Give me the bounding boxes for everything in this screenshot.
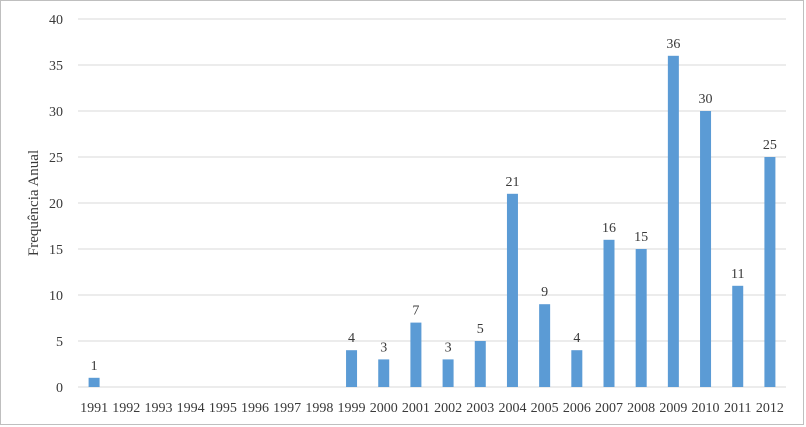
x-tick-label: 1994 [177, 401, 205, 416]
x-tick-label: 2002 [434, 401, 462, 416]
y-tick-label: 30 [49, 105, 63, 120]
x-tick-label: 2005 [531, 401, 559, 416]
data-label-2008: 15 [634, 230, 648, 245]
x-tick-label: 1996 [241, 401, 269, 416]
bar-2010 [700, 111, 712, 387]
bar-2006 [571, 350, 583, 387]
x-tick-label: 2000 [370, 401, 398, 416]
data-label-2004: 21 [505, 175, 519, 190]
x-tick-label: 1997 [273, 401, 301, 416]
data-label-2007: 16 [602, 221, 616, 236]
data-label-2005: 9 [541, 285, 548, 300]
gridlines [78, 18, 786, 388]
x-tick-label: 2008 [627, 401, 655, 416]
y-tick-label: 25 [49, 151, 63, 166]
x-axis-ticks: 1991 1992 1993 1994 1995 1996 1997 1998 1999 2000… [80, 401, 784, 416]
bar-2000 [378, 359, 390, 387]
x-tick-label: 1991 [80, 401, 108, 416]
x-tick-label: 2007 [595, 401, 623, 416]
bar-2005 [539, 304, 551, 387]
bar-2008 [635, 249, 647, 387]
x-tick-label: 2003 [466, 401, 494, 416]
x-tick-label: 2009 [659, 401, 687, 416]
data-label-2010: 30 [699, 92, 713, 107]
data-label-1991: 1 [91, 359, 98, 374]
bar-1999 [346, 350, 358, 387]
x-tick-label: 1995 [209, 401, 237, 416]
data-label-2009: 36 [666, 37, 680, 52]
bar-2004 [506, 193, 518, 387]
data-label-1999: 4 [348, 331, 355, 346]
x-tick-label: 2006 [563, 401, 591, 416]
y-tick-label: 15 [49, 243, 63, 258]
x-tick-label: 2010 [692, 401, 720, 416]
x-tick-label: 2011 [724, 401, 751, 416]
bar-2011 [732, 285, 744, 387]
data-label-2000: 3 [380, 340, 387, 355]
x-tick-label: 2001 [402, 401, 430, 416]
x-tick-label: 1992 [112, 401, 140, 416]
y-tick-label: 20 [49, 197, 63, 212]
bar-2009 [667, 55, 679, 388]
data-label-2003: 5 [477, 322, 484, 337]
data-label-2011: 11 [731, 267, 744, 282]
data-label-2001: 7 [412, 304, 419, 319]
x-tick-label: 2004 [498, 401, 526, 416]
y-tick-label: 40 [49, 13, 63, 28]
x-tick-label: 1993 [144, 401, 172, 416]
x-tick-label: 1999 [338, 401, 366, 416]
y-tick-label: 5 [56, 335, 63, 350]
bar-2003 [474, 341, 486, 387]
y-tick-label: 10 [49, 289, 63, 304]
data-label-2006: 4 [573, 331, 580, 346]
y-axis-title: Frequência Anual [26, 150, 42, 256]
x-tick-label: 2012 [756, 401, 784, 416]
bars [88, 55, 776, 388]
bar-2007 [603, 239, 615, 387]
data-labels: 1 4 3 7 3 5 21 9 4 16 15 36 30 11 25 [91, 37, 777, 374]
x-tick-label: 1998 [305, 401, 333, 416]
bar-1991 [88, 377, 100, 387]
bar-2002 [442, 359, 454, 387]
y-axis-ticks: 0 5 10 15 20 25 30 35 40 [49, 13, 63, 396]
y-tick-label: 0 [56, 381, 63, 396]
data-label-2012: 25 [763, 138, 777, 153]
bar-2001 [410, 322, 422, 387]
data-label-2002: 3 [445, 340, 452, 355]
bar-2012 [764, 157, 776, 387]
y-tick-label: 35 [49, 59, 63, 74]
